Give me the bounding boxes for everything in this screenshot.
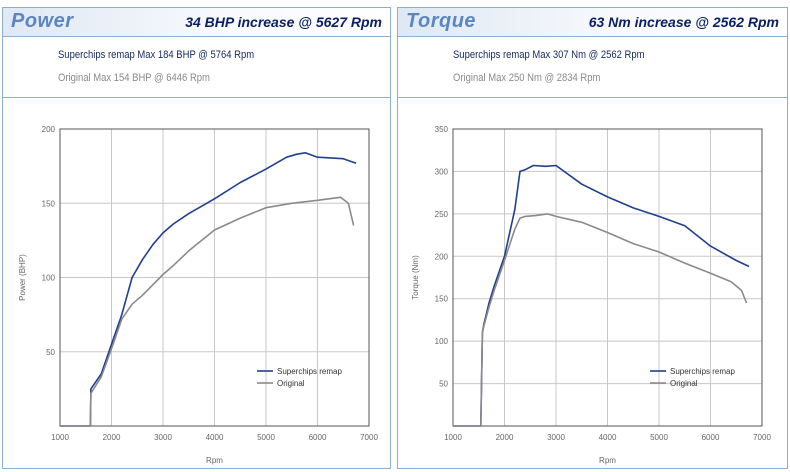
power-legend-label-remap: Superchips remap (277, 367, 342, 376)
torque-y-tick-150: 150 (435, 295, 449, 304)
power-x-tick-6000: 6000 (309, 433, 327, 442)
torque-remap-summary: Superchips remap Max 307 Nm @ 2562 Rpm (453, 49, 645, 61)
torque-header: Torque 63 Nm increase @ 2562 Rpm (398, 8, 787, 37)
torque-x-tick-6000: 6000 (702, 433, 720, 442)
power-chart: 1000 2000 3000 4000 5000 6000 7000 50 100 150 200 R… (18, 125, 378, 465)
torque-chart: 1000 2000 3000 4000 5000 6000 7000 50 100 150 200 2… (411, 125, 771, 465)
power-series-original-line (60, 196, 355, 427)
power-legend-label-original: Original (277, 379, 305, 388)
power-y-tick-150: 150 (42, 199, 56, 208)
torque-legend-label-remap: Superchips remap (670, 367, 735, 376)
power-title: Power (11, 10, 74, 32)
power-panel: Power 34 BHP increase @ 5627 Rpm Superch… (2, 7, 391, 469)
torque-series-original-line (453, 213, 748, 427)
power-remap-summary: Superchips remap Max 184 BHP @ 5764 Rpm (58, 49, 255, 61)
torque-x-tick-7000: 7000 (753, 433, 771, 442)
power-x-tick-7000: 7000 (360, 433, 378, 442)
torque-y-tick-250: 250 (435, 210, 449, 219)
torque-plot-frame (452, 128, 763, 427)
power-increase: 34 BHP increase @ 5627 Rpm (185, 14, 382, 30)
torque-panel: Torque 63 Nm increase @ 2562 Rpm Superch… (397, 7, 788, 469)
power-x-tick-3000: 3000 (154, 433, 172, 442)
torque-x-tick-2000: 2000 (496, 433, 514, 442)
torque-series-remap-line (453, 164, 750, 427)
torque-x-tick-3000: 3000 (547, 433, 565, 442)
torque-x-tick-5000: 5000 (650, 433, 668, 442)
torque-y-tick-100: 100 (435, 337, 449, 346)
power-y-axis-label: Power (BHP) (18, 254, 27, 301)
torque-y-tick-350: 350 (435, 125, 449, 134)
torque-y-tick-50: 50 (439, 380, 448, 389)
torque-x-axis-label: Rpm (599, 456, 616, 465)
torque-title: Torque (406, 10, 477, 32)
power-info: Superchips remap Max 184 BHP @ 5764 Rpm … (3, 37, 390, 98)
torque-original-summary: Original Max 250 Nm @ 2834 Rpm (453, 72, 601, 84)
torque-y-tick-300: 300 (435, 167, 449, 176)
power-y-tick-200: 200 (42, 125, 56, 134)
power-series-remap-line (60, 152, 357, 427)
power-y-tick-100: 100 (42, 274, 56, 283)
torque-x-tick-4000: 4000 (599, 433, 617, 442)
power-x-tick-4000: 4000 (206, 433, 224, 442)
power-x-tick-2000: 2000 (103, 433, 121, 442)
torque-legend-label-original: Original (670, 379, 698, 388)
torque-y-axis-label: Torque (Nm) (411, 255, 420, 300)
power-x-tick-1000: 1000 (51, 433, 69, 442)
power-y-tick-50: 50 (46, 348, 55, 357)
power-plot-frame (59, 128, 370, 427)
torque-x-tick-1000: 1000 (444, 433, 462, 442)
power-original-summary: Original Max 154 BHP @ 6446 Rpm (58, 72, 210, 84)
torque-y-tick-200: 200 (435, 252, 449, 261)
power-x-tick-5000: 5000 (257, 433, 275, 442)
power-header: Power 34 BHP increase @ 5627 Rpm (3, 8, 390, 37)
torque-increase: 63 Nm increase @ 2562 Rpm (588, 14, 779, 30)
power-x-axis-label: Rpm (206, 456, 223, 465)
torque-info: Superchips remap Max 307 Nm @ 2562 Rpm O… (398, 37, 787, 98)
